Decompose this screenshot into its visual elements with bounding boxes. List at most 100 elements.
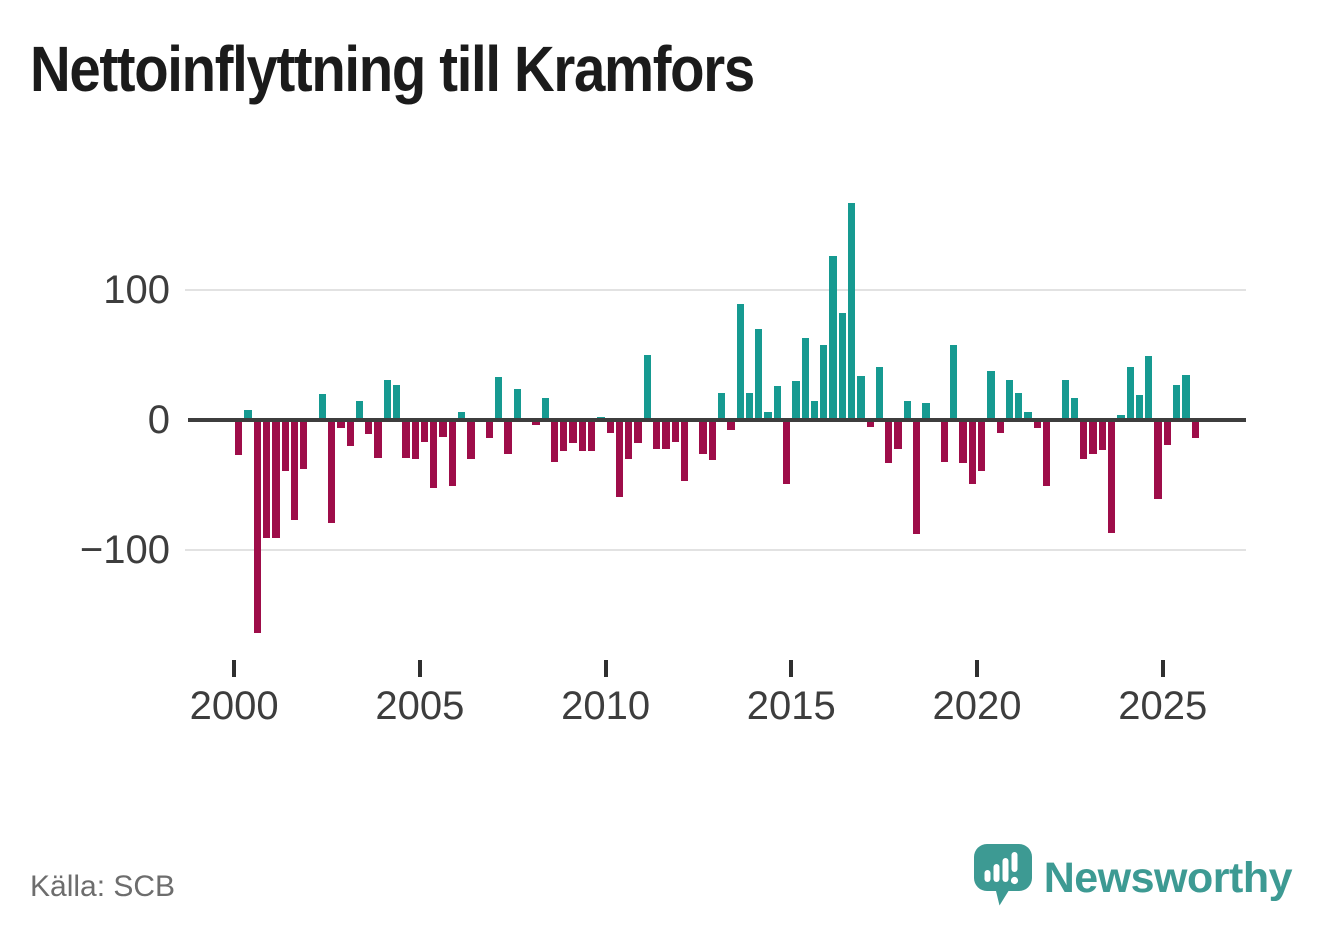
bar-positive <box>950 344 958 420</box>
bar-negative <box>411 420 419 459</box>
bar-positive <box>829 256 837 420</box>
bar-negative <box>968 420 977 484</box>
bar-negative <box>699 420 707 454</box>
bar-negative <box>365 420 373 435</box>
y-gridline <box>185 289 1246 291</box>
bar-negative <box>550 420 559 462</box>
bar-positive <box>355 400 364 420</box>
x-axis-zero-line <box>188 418 1246 422</box>
y-gridline <box>185 549 1246 551</box>
bar-negative <box>653 420 661 449</box>
bar-negative <box>615 420 624 497</box>
bar-positive <box>244 409 252 420</box>
x-axis-tick <box>603 660 608 677</box>
bar-positive <box>718 392 726 420</box>
bar-positive <box>736 304 744 420</box>
bar-negative <box>1163 420 1172 445</box>
bar-negative <box>328 420 336 523</box>
bar-negative <box>783 420 791 484</box>
x-axis-tick <box>232 660 237 677</box>
bar-positive <box>875 366 884 420</box>
bar-negative <box>1154 420 1162 500</box>
bar-negative <box>467 420 475 459</box>
bar-positive <box>820 344 828 420</box>
x-axis-label: 2005 <box>375 684 465 728</box>
bar-negative <box>959 420 967 463</box>
y-axis-label: −100 <box>79 528 170 572</box>
bar-negative <box>272 420 280 539</box>
bar-negative <box>978 420 986 471</box>
bar-negative <box>1191 420 1199 439</box>
x-axis-tick <box>1160 660 1165 677</box>
bar-positive <box>513 388 522 420</box>
bar-negative <box>402 420 410 458</box>
bar-negative <box>300 420 308 470</box>
bar-negative <box>727 420 735 431</box>
bar-negative <box>290 420 299 521</box>
newsworthy-logo-icon <box>973 844 1032 913</box>
bar-positive <box>792 381 800 420</box>
bar-positive <box>495 377 503 420</box>
bar-negative <box>532 420 540 426</box>
x-axis-tick <box>789 660 794 677</box>
bar-negative <box>996 420 1004 433</box>
bar-negative <box>253 420 262 634</box>
bar-negative <box>680 420 689 482</box>
bar-positive <box>1005 379 1014 420</box>
chart-title: Nettoinflyttning till Kramfors <box>30 33 755 105</box>
bar-positive <box>318 394 327 420</box>
bar-negative <box>588 420 596 452</box>
bar-negative <box>940 420 949 462</box>
bar-negative <box>1098 420 1107 450</box>
x-axis-tick <box>975 660 979 677</box>
bar-negative <box>1089 420 1097 454</box>
bar-negative <box>504 420 512 454</box>
bar-positive <box>1061 379 1069 420</box>
bar-positive <box>1173 384 1181 420</box>
bar-negative <box>894 420 902 449</box>
bar-positive <box>773 386 782 420</box>
bar-negative <box>346 420 354 446</box>
bar-positive <box>458 412 466 420</box>
x-axis-label: 2025 <box>1118 684 1208 728</box>
bar-negative <box>1108 420 1116 534</box>
bar-positive <box>643 355 652 420</box>
bar-positive <box>838 313 847 420</box>
x-axis-label: 2015 <box>746 684 836 728</box>
bar-positive <box>1024 412 1032 420</box>
x-axis-tick <box>417 660 422 677</box>
bar-positive <box>1126 366 1134 420</box>
bar-negative <box>439 420 447 437</box>
bar-negative <box>420 420 429 443</box>
bar-positive <box>1070 397 1079 420</box>
bar-positive <box>987 370 995 420</box>
bar-negative <box>606 420 614 433</box>
bar-positive <box>801 338 809 420</box>
bar-positive <box>810 400 819 420</box>
bar-positive <box>1015 392 1023 420</box>
brand-footer: Newsworthy <box>973 844 1293 913</box>
bar-positive <box>393 384 401 420</box>
bar-positive <box>383 379 392 420</box>
bar-negative <box>263 420 271 539</box>
bar-positive <box>755 329 763 420</box>
bar-positive <box>541 397 549 420</box>
bar-negative <box>337 420 345 428</box>
brand-wordmark: Newsworthy <box>1043 854 1293 902</box>
bar-negative <box>281 420 289 471</box>
bar-positive <box>1135 395 1144 420</box>
bar-negative <box>430 420 438 488</box>
bar-positive <box>745 392 754 420</box>
bar-positive <box>1182 374 1190 420</box>
bar-negative <box>634 420 642 444</box>
bar-negative <box>235 420 243 456</box>
bar-negative <box>569 420 577 444</box>
bar-negative <box>866 420 874 427</box>
bar-negative <box>913 420 921 535</box>
x-axis-label: 2020 <box>932 684 1022 728</box>
bar-positive <box>857 375 865 420</box>
bar-negative <box>374 420 382 458</box>
bar-negative <box>662 420 670 449</box>
bar-negative <box>708 420 717 461</box>
bar-negative <box>1043 420 1051 487</box>
